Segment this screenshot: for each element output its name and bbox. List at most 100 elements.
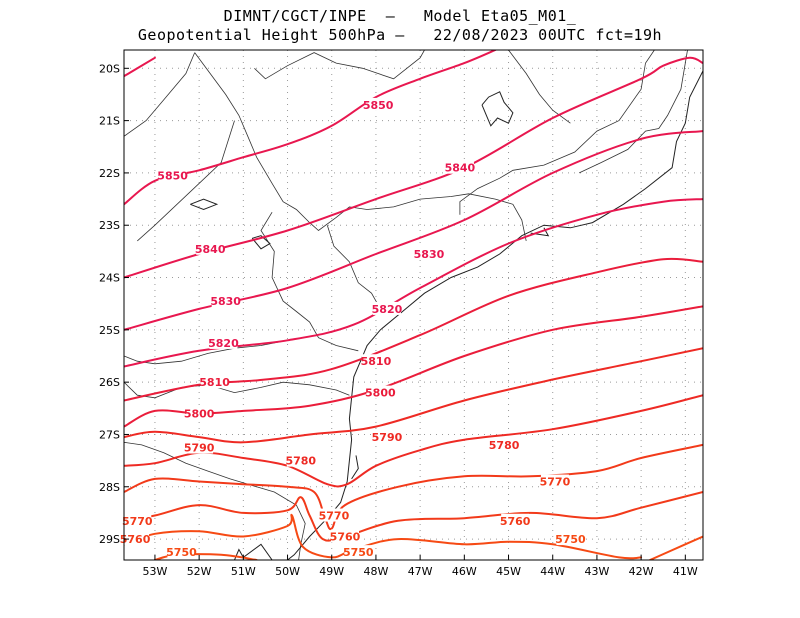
contour-label: 5780 — [489, 439, 520, 452]
contour-label: 5760 — [120, 533, 151, 546]
contour-line-5750 — [153, 553, 258, 560]
contour-label: 5820 — [372, 303, 403, 316]
contour-line-5840 — [124, 56, 703, 279]
state-border — [124, 339, 288, 365]
axis-labels: 53W 52W 51W 50W 49W 48W 47W 46W 45W 44W 43W 42W 41W 2… — [99, 62, 698, 578]
contour-label-bg — [364, 97, 393, 111]
contour-label: 5770 — [122, 515, 153, 528]
contour-label-bg — [200, 375, 229, 389]
x-tick-label: 44W — [540, 565, 565, 578]
chart-title-line2: Geopotential Height 500hPa – 22/08/2023 … — [137, 26, 663, 44]
contour-label: 5760 — [500, 515, 531, 528]
x-tick-label: 42W — [629, 565, 654, 578]
contour-label-bg — [330, 529, 359, 543]
contour-line-5750 — [649, 535, 703, 560]
contour-label: 5750 — [555, 533, 586, 546]
contour-label: 5770 — [319, 510, 350, 523]
contour-label: 5790 — [372, 431, 403, 444]
contour-label-bg — [361, 354, 390, 368]
state-border — [508, 50, 571, 124]
x-tick-label: 50W — [275, 565, 300, 578]
state-border — [124, 52, 196, 137]
x-tick-label: 41W — [673, 565, 698, 578]
contour-label: 5750 — [343, 546, 374, 559]
x-tick-label: 48W — [363, 565, 388, 578]
contour-line-5770 — [124, 443, 703, 531]
contour-label-bg — [445, 160, 474, 174]
contour-label: 5840 — [195, 243, 226, 256]
lake-outline — [481, 91, 514, 127]
contour-line-5850 — [124, 56, 156, 78]
contour-label-bg — [372, 430, 401, 444]
contour-line-5760 — [124, 491, 703, 542]
x-tick-label: 47W — [408, 565, 433, 578]
contour-label: 5780 — [285, 455, 316, 468]
contour-label: 5800 — [365, 387, 396, 400]
contour-label-bg — [185, 406, 214, 420]
x-tick-label: 52W — [187, 565, 212, 578]
state-border — [579, 50, 688, 174]
contour-label-bg — [185, 440, 214, 454]
contour-label-bg — [490, 437, 519, 451]
y-tick-label: 23S — [99, 219, 120, 232]
x-tick-label: 43W — [584, 565, 609, 578]
contour-label-bg — [158, 168, 187, 182]
y-tick-label: 27S — [99, 428, 120, 441]
contour-label: 5750 — [166, 546, 197, 559]
contour-label: 5830 — [210, 295, 241, 308]
contour-label-bg — [414, 247, 443, 260]
contour-label: 5810 — [199, 376, 230, 389]
contour-label-bg — [344, 545, 373, 559]
state-border — [459, 50, 655, 215]
state-border — [137, 120, 235, 242]
y-tick-label: 21S — [99, 115, 120, 128]
contour-label: 5820 — [208, 337, 239, 350]
state-border — [194, 52, 527, 241]
contour-label: 5840 — [445, 162, 476, 175]
x-tick-label: 53W — [143, 565, 168, 578]
coastline — [351, 455, 359, 480]
contour-labels: 5850 5850 5840 5840 5830 5830 5820 5820 5810 5810… — [120, 97, 586, 559]
contour-label-bg — [211, 294, 240, 308]
contour-label-bg — [501, 513, 530, 527]
state-border — [124, 441, 306, 560]
plot-frame — [123, 49, 704, 561]
contour-label: 5800 — [184, 408, 215, 421]
x-tick-label: 51W — [231, 565, 256, 578]
contour-label: 5810 — [361, 355, 392, 368]
y-tick-label: 29S — [99, 533, 120, 546]
state-border — [254, 50, 425, 80]
contour-label-bg — [366, 385, 395, 399]
contour-label-bg — [123, 513, 152, 527]
state-border — [124, 381, 350, 399]
contour-label-bg — [556, 532, 585, 546]
contour-label-bg — [167, 545, 196, 559]
y-tick-label: 28S — [99, 481, 120, 494]
contour-label: 5850 — [363, 99, 394, 112]
contour-label-bg — [372, 301, 401, 315]
x-tick-label: 46W — [452, 565, 477, 578]
x-tick-label: 49W — [319, 565, 344, 578]
grid-lines — [124, 50, 703, 560]
y-tick-label: 24S — [99, 272, 120, 285]
contour-line-5790 — [124, 347, 703, 444]
contour-label-bg — [121, 532, 150, 546]
contour-label-bg — [540, 474, 569, 488]
y-tick-label: 25S — [99, 324, 120, 337]
contour-label-bg — [319, 508, 348, 522]
contour-label-bg — [209, 335, 238, 349]
y-tick-label: 20S — [99, 62, 120, 75]
contour-label-bg — [196, 241, 225, 255]
contour-label: 5790 — [184, 442, 215, 455]
y-tick-label: 26S — [99, 376, 120, 389]
chart-title-line1: DIMNT/CGCT/INPE – Model Eta05_M01_ — [223, 7, 577, 25]
contour-label: 5850 — [157, 170, 188, 183]
lake-outline — [251, 235, 271, 250]
state-border — [326, 225, 381, 310]
contour-label: 5760 — [330, 530, 361, 543]
contour-line-5800 — [124, 305, 703, 428]
x-tick-label: 45W — [496, 565, 521, 578]
contour-label-bg — [286, 453, 315, 467]
contour-label: 5830 — [414, 248, 445, 261]
